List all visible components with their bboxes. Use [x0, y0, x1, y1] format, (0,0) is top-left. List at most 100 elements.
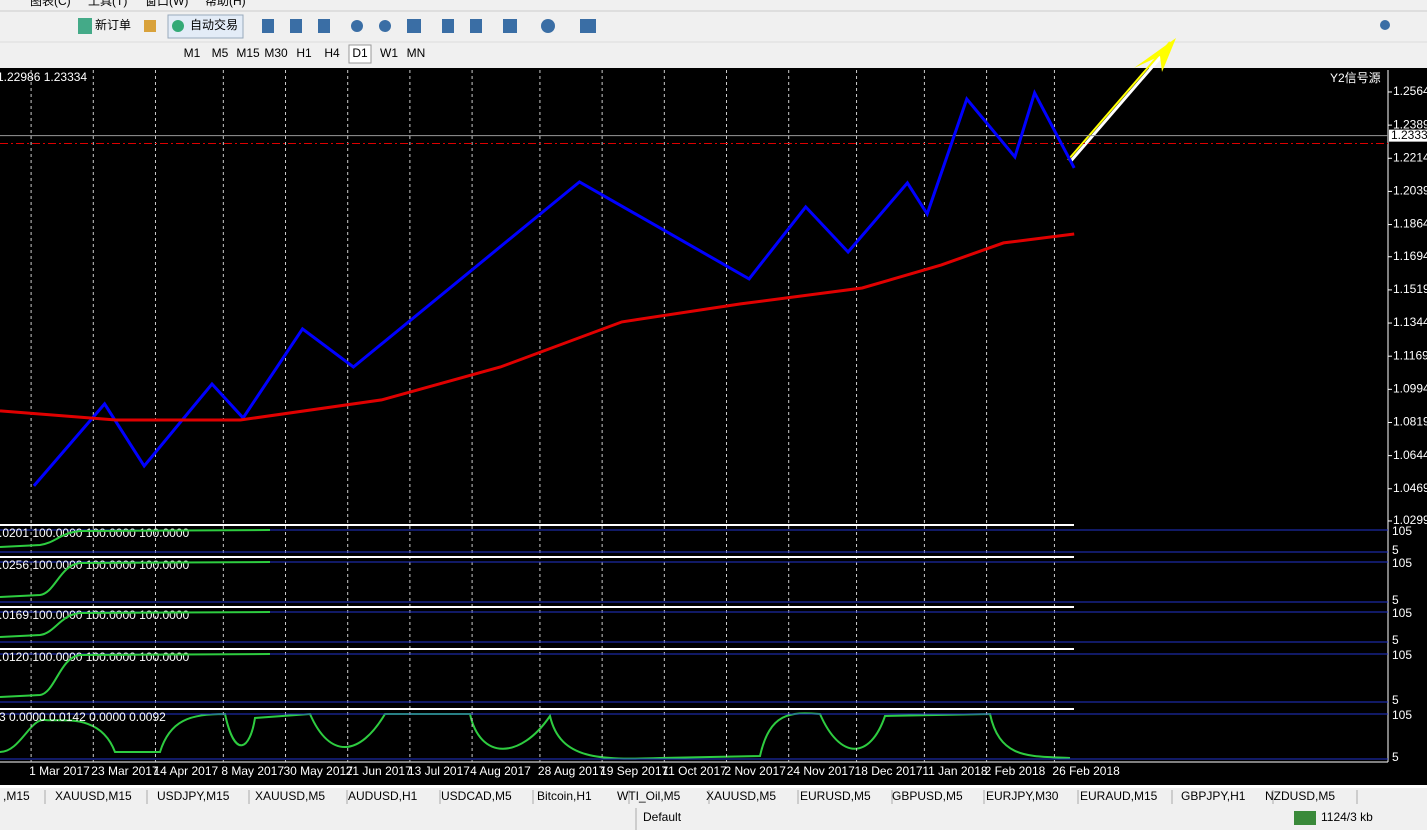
y-tick-label: 1.16940 [1393, 249, 1427, 263]
chart-tab[interactable]: XAUUSD,M15 [55, 789, 132, 803]
y-tick-label: 1.09940 [1393, 382, 1427, 396]
toolbar-icon[interactable] [144, 20, 156, 32]
x-tick-label: 11 Oct 2017 [662, 764, 727, 778]
level-label: 105 [1392, 606, 1412, 620]
chart-tab[interactable]: USDCAD,M5 [441, 789, 512, 803]
level-label: 105 [1392, 708, 1412, 722]
chart-tab[interactable]: AUDUSD,H1 [348, 789, 418, 803]
x-tick-label: 18 Dec 2017 [855, 764, 923, 778]
menu-item[interactable]: 帮助(H) [205, 0, 246, 8]
y-tick-label: 1.13440 [1393, 315, 1427, 329]
x-tick-label: 8 May 2017 [221, 764, 284, 778]
active-timeframe [348, 44, 372, 64]
chart-tab[interactable]: USDJPY,M15 [157, 789, 230, 803]
y-tick-label: 1.22140 [1393, 150, 1427, 164]
series-line [0, 232, 1075, 422]
chart-tab[interactable]: EURUSD,M5 [800, 789, 871, 803]
icon[interactable] [318, 19, 330, 33]
timeframe-button[interactable]: M30 [264, 46, 288, 60]
indicator-label: .0256 100.0000 100.0000 100.0000 [0, 558, 190, 572]
y-tick-label: 1.06440 [1393, 448, 1427, 462]
menu-item[interactable]: 图表(C) [30, 0, 71, 8]
chart-tab[interactable]: GBPJPY,H1 [1181, 789, 1246, 803]
chart-tab[interactable]: GBPUSD,M5 [892, 789, 963, 803]
level-label: 5 [1392, 633, 1399, 647]
level-label: 5 [1392, 593, 1399, 607]
current-price-box [1389, 129, 1427, 142]
chart-tab[interactable]: XAUUSD,M5 [255, 789, 325, 803]
icon[interactable] [470, 19, 482, 33]
y-tick-label: 1.15190 [1393, 282, 1427, 296]
chart-tab[interactable]: Bitcoin,H1 [537, 789, 592, 803]
series-line [32, 88, 1076, 487]
timeframe-button[interactable]: M1 [184, 46, 201, 60]
arrow-annotation [1067, 41, 1171, 161]
connection-icon [1294, 811, 1316, 825]
x-tick-label: 21 Jun 2017 [346, 764, 412, 778]
chart-tab[interactable]: WTI_Oil,M5 [617, 789, 681, 803]
indicator-source: Y2信号源 [1330, 71, 1381, 85]
indicator-line [0, 712, 1071, 760]
icon[interactable] [379, 20, 391, 32]
chart-tab[interactable]: NZDUSD,M5 [1265, 789, 1335, 803]
timeframe-button[interactable]: M5 [212, 46, 229, 60]
auto-trading-button[interactable]: 自动交易 [190, 17, 238, 32]
timeframe-button[interactable]: H1 [296, 46, 312, 60]
timeframe-button[interactable]: H4 [324, 46, 340, 60]
x-tick-label: 26 Feb 2018 [1052, 764, 1120, 778]
y-tick-label: 1.20390 [1393, 184, 1427, 198]
chart-tab[interactable]: EURAUD,M15 [1080, 789, 1158, 803]
menu-item[interactable]: 窗口(W) [145, 0, 188, 8]
y-tick-label: 1.18640 [1393, 217, 1427, 231]
icon[interactable] [290, 19, 302, 33]
y-tick-label: 1.25640 [1393, 84, 1427, 98]
chart-tab[interactable]: ,M15 [3, 789, 30, 803]
arrow-head [1134, 38, 1176, 72]
indicator-label: .0169 100.0000 100.0000 100.0000 [0, 608, 190, 622]
icon[interactable] [351, 20, 363, 32]
y-tick-label: 1.11690 [1393, 348, 1427, 362]
indicator-line [0, 561, 271, 598]
new-order-icon[interactable] [78, 18, 92, 34]
chart-tab[interactable]: XAUUSD,M5 [706, 789, 776, 803]
x-tick-label: 4 Aug 2017 [470, 764, 531, 778]
chart-tab[interactable]: EURJPY,M30 [986, 789, 1059, 803]
chart-header: 1.22986 1.23334 [0, 70, 87, 84]
icon[interactable] [262, 19, 274, 33]
level-label: 5 [1392, 543, 1399, 557]
timeframe-button[interactable]: D1 [352, 46, 368, 60]
x-tick-label: 30 May 2017 [284, 764, 354, 778]
auto-trading-box[interactable] [167, 14, 244, 39]
icon[interactable] [580, 19, 596, 33]
level-label: 105 [1392, 556, 1412, 570]
auto-trading-icon[interactable] [172, 20, 184, 32]
traffic: 1124/3 kb [1321, 810, 1373, 824]
search-icon[interactable] [1380, 20, 1390, 30]
timeframe-button[interactable]: MN [407, 46, 426, 60]
toolbar-icons [262, 19, 1390, 33]
menu-item[interactable]: 工具(T) [88, 0, 127, 8]
timeframe-button[interactable]: W1 [380, 46, 398, 60]
y-tick-label: 1.04690 [1393, 481, 1427, 495]
x-tick-label: 19 Sep 2017 [600, 764, 668, 778]
icon[interactable] [503, 19, 517, 33]
tab-bar [0, 788, 1427, 806]
indicator-label: 3 0.0000 0.0142 0.0000 0.0092 [0, 710, 166, 724]
x-tick-label: 23 Mar 2017 [91, 764, 159, 778]
indicator-line [0, 529, 271, 548]
icon[interactable] [541, 19, 555, 33]
x-tick-label: 2 Nov 2017 [725, 764, 787, 778]
y-tick-label: 1.08190 [1393, 415, 1427, 429]
level-label: 5 [1392, 750, 1399, 764]
icon[interactable] [407, 19, 421, 33]
arrow-annotation [1068, 43, 1174, 163]
new-order-button[interactable]: 新订单 [95, 17, 131, 32]
chart-area [0, 68, 1427, 785]
timeframe-button[interactable]: M15 [236, 46, 260, 60]
current-price-label: 1.23334 [1391, 128, 1427, 142]
profile-name: Default [643, 810, 682, 824]
icon[interactable] [442, 19, 454, 33]
level-label: 5 [1392, 693, 1399, 707]
